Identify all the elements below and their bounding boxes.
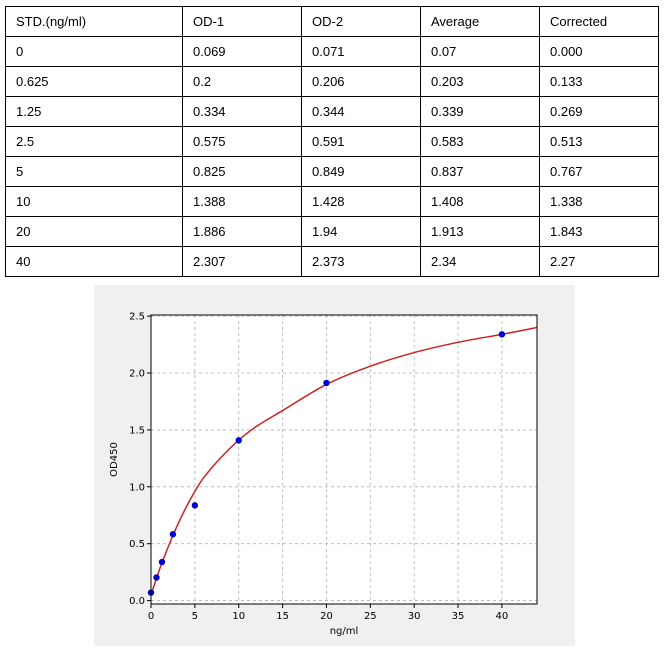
table-cell: 20 [5, 216, 183, 247]
table-cell: 0.837 [420, 156, 540, 187]
table-row: 40 2.307 2.373 2.34 2.27 [5, 246, 659, 277]
table-cell: 1.94 [301, 216, 421, 247]
table-cell: 1.408 [420, 186, 540, 217]
table-row: 0 0.069 0.071 0.07 0.000 [5, 36, 659, 67]
y-tick-label: 0.0 [129, 596, 145, 607]
x-tick-label: 10 [232, 611, 245, 622]
table-row: 10 1.388 1.428 1.408 1.338 [5, 186, 659, 217]
data-points-layer [147, 331, 506, 596]
table-cell: 40 [5, 246, 183, 277]
table-cell: 1.388 [182, 186, 302, 217]
axis-ticks: 0 5 10 15 20 25 30 35 40 0.0 0.5 1.0 1.5 2.0 2.5 [129, 312, 508, 622]
table-cell: 0.339 [420, 96, 540, 127]
table-row: 0.625 0.2 0.206 0.203 0.133 [5, 66, 659, 97]
table-cell: 0.625 [5, 66, 183, 97]
table-cell: 0.269 [539, 96, 659, 127]
x-tick-label: 35 [452, 611, 465, 622]
table-cell: 1.913 [420, 216, 540, 247]
table-cell: 5 [5, 156, 183, 187]
table-cell: 2.27 [539, 246, 659, 277]
table-cell: 0.206 [301, 66, 421, 97]
y-tick-label: 2.5 [129, 312, 145, 323]
plot-area [151, 315, 537, 604]
table-row: 20 1.886 1.94 1.913 1.843 [5, 216, 659, 247]
data-point [498, 331, 506, 338]
header-od2: OD-2 [301, 6, 421, 37]
table-cell: 0.513 [539, 126, 659, 157]
data-point [158, 558, 166, 566]
plot-frame [150, 314, 538, 605]
standard-curve-chart: 0 5 10 15 20 25 30 35 40 0.0 0.5 1.0 1.5 2.0 2.5 ng/ml… [94, 285, 575, 646]
table-header-row: STD.(ng/ml) OD-1 OD-2 Average Corrected [5, 6, 659, 37]
header-corrected: Corrected [539, 6, 659, 37]
header-average: Average [420, 6, 540, 37]
table-cell: 0.071 [301, 36, 421, 67]
x-tick-label: 30 [408, 611, 421, 622]
header-std: STD.(ng/ml) [5, 6, 183, 37]
table-cell: 0.203 [420, 66, 540, 97]
table-cell: 1.428 [301, 186, 421, 217]
table-cell: 2.5 [5, 126, 183, 157]
table-cell: 0.133 [539, 66, 659, 97]
y-tick-label: 1.0 [129, 482, 145, 493]
table-cell: 0.069 [182, 36, 302, 67]
data-point [191, 502, 199, 509]
y-tick-label: 1.5 [129, 425, 145, 436]
table-cell: 0.2 [182, 66, 302, 97]
data-point [235, 437, 242, 444]
table-cell: 2.373 [301, 246, 421, 277]
table-cell: 2.34 [420, 246, 540, 277]
table-cell: 0.591 [301, 126, 421, 157]
table-cell: 1.338 [539, 186, 659, 217]
x-tick-label: 15 [276, 611, 289, 622]
table-cell: 0.07 [420, 36, 540, 67]
table-cell: 0.334 [182, 96, 302, 127]
x-axis-label: ng/ml [330, 626, 359, 637]
x-tick-label: 0 [148, 611, 154, 622]
x-tick-label: 25 [364, 611, 377, 622]
chart-canvas: 0 5 10 15 20 25 30 35 40 0.0 0.5 1.0 1.5 2.0 2.5 ng/ml… [109, 312, 538, 637]
table-cell: 1.25 [5, 96, 183, 127]
grid-lines [150, 315, 537, 604]
y-tick-label: 2.0 [129, 369, 145, 380]
table-cell: 0.849 [301, 156, 421, 187]
table-cell: 1.843 [539, 216, 659, 247]
standards-table: STD.(ng/ml) OD-1 OD-2 Average Corrected … [5, 6, 659, 277]
y-axis-label: OD450 [109, 442, 120, 477]
table-cell: 0.575 [182, 126, 302, 157]
x-tick-label: 5 [192, 611, 198, 622]
table-cell: 0 [5, 36, 183, 67]
table-row: 5 0.825 0.849 0.837 0.767 [5, 156, 659, 187]
table-row: 2.5 0.575 0.591 0.583 0.513 [5, 126, 659, 157]
table-cell: 0.767 [539, 156, 659, 187]
table-cell: 1.886 [182, 216, 302, 247]
table-cell: 0.000 [539, 36, 659, 67]
table-cell: 10 [5, 186, 183, 217]
data-point [153, 574, 160, 581]
data-point [323, 379, 330, 387]
table-cell: 0.825 [182, 156, 302, 187]
table-cell: 0.583 [420, 126, 540, 157]
x-tick-label: 40 [496, 611, 509, 622]
table-cell: 0.344 [301, 96, 421, 127]
x-tick-label: 20 [320, 611, 333, 622]
table-cell: 2.307 [182, 246, 302, 277]
table-row: 1.25 0.334 0.344 0.339 0.269 [5, 96, 659, 127]
data-point [169, 531, 177, 538]
header-od1: OD-1 [182, 6, 302, 37]
y-tick-label: 0.5 [129, 539, 145, 550]
